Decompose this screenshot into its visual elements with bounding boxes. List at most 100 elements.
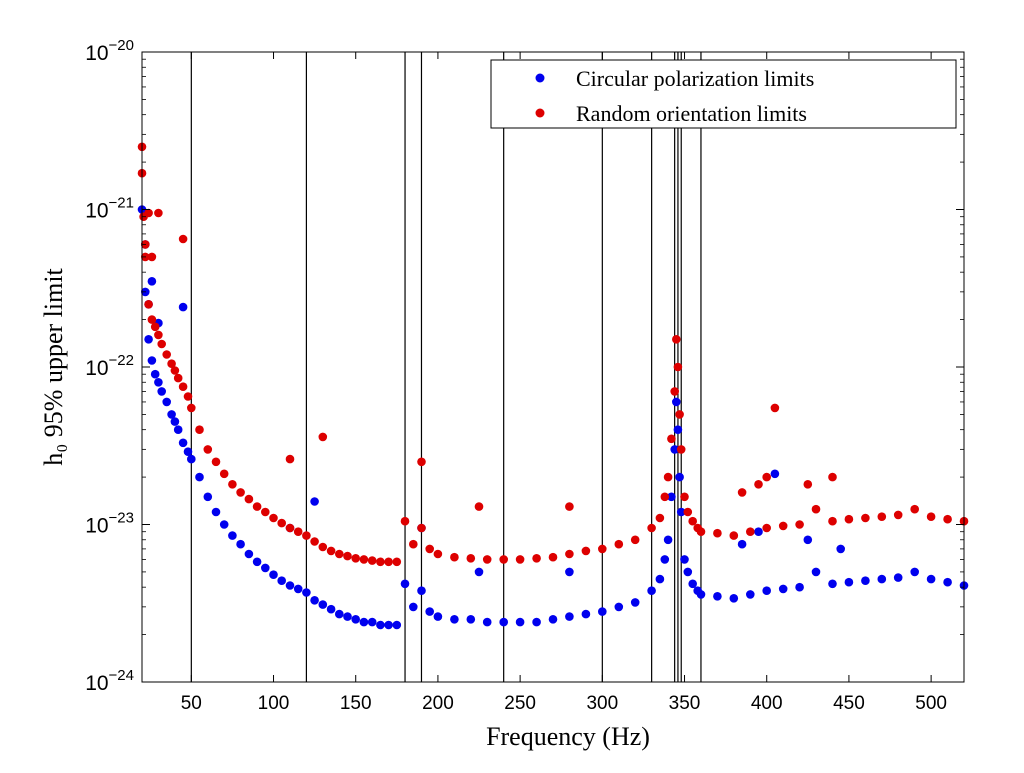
data-point [836, 544, 845, 554]
y-tick-label: 10−23 [85, 510, 134, 538]
data-point [144, 335, 153, 344]
data-point [737, 488, 747, 497]
data-point [236, 488, 245, 497]
y-axis-label: h₀ 95% upper limit [39, 267, 68, 465]
data-point [162, 350, 171, 359]
data-point [310, 596, 319, 605]
data-point [893, 573, 903, 582]
data-point [754, 480, 763, 489]
data-point [261, 507, 270, 517]
data-point [359, 617, 369, 627]
x-tick-label: 300 [586, 693, 618, 714]
data-point [269, 570, 278, 579]
data-point [729, 531, 739, 540]
data-point [147, 356, 157, 365]
data-point [285, 523, 295, 533]
data-point [244, 494, 254, 504]
data-point [187, 454, 196, 464]
data-point [910, 504, 919, 514]
data-point [795, 520, 804, 529]
data-point [219, 469, 229, 479]
data-point [147, 277, 157, 286]
data-point [474, 502, 484, 511]
data-point [803, 480, 813, 489]
data-point [647, 523, 656, 533]
data-point [203, 445, 213, 454]
data-point [285, 454, 295, 464]
data-point [178, 302, 188, 312]
data-point [861, 576, 870, 585]
data-point [926, 574, 936, 584]
data-point [326, 546, 336, 556]
x-tick-label: 150 [340, 693, 372, 714]
data-point [335, 609, 344, 619]
data-point [154, 208, 163, 218]
data-point [154, 330, 163, 340]
data-point [474, 567, 484, 577]
data-point [754, 527, 763, 536]
data-point [409, 602, 418, 612]
data-point [318, 542, 328, 552]
data-point [417, 523, 426, 533]
data-point [630, 535, 640, 545]
data-point [670, 387, 679, 396]
data-point [614, 539, 624, 549]
data-point [170, 366, 180, 375]
data-point [269, 513, 278, 523]
data-point [302, 531, 311, 540]
data-point [173, 373, 183, 383]
series-circular [137, 205, 969, 630]
data-point [515, 555, 525, 564]
data-point [183, 392, 193, 401]
x-tick-label: 50 [181, 693, 202, 714]
data-point [173, 425, 183, 435]
data-point [400, 579, 410, 589]
data-point [548, 615, 558, 624]
data-point [252, 502, 262, 511]
legend: Circular polarization limits Random orie… [490, 59, 957, 129]
data-point [746, 590, 755, 599]
data-point [660, 492, 670, 502]
data-point [667, 434, 676, 444]
data-point [676, 507, 686, 517]
data-point [409, 539, 418, 549]
data-point [673, 362, 683, 372]
data-point [778, 521, 788, 531]
data-point [565, 502, 574, 511]
x-tick-label: 100 [258, 693, 290, 714]
data-point [203, 492, 213, 502]
data-point [195, 472, 204, 482]
data-point [384, 620, 393, 630]
data-point [670, 445, 679, 454]
data-point [943, 514, 952, 524]
data-point [433, 612, 443, 621]
data-point [844, 577, 854, 587]
data-point [672, 397, 681, 407]
data-point [450, 615, 459, 624]
legend-marker-random [535, 108, 545, 118]
data-point [811, 567, 821, 577]
data-point [499, 555, 509, 564]
data-point [482, 555, 492, 564]
data-point [228, 480, 237, 489]
y-tick-label: 10−22 [85, 352, 134, 380]
data-point [335, 549, 344, 559]
data-point [675, 410, 684, 419]
data-point [384, 557, 393, 567]
data-point [167, 359, 176, 369]
legend-label-random: Random orientation limits [576, 101, 807, 126]
data-point [167, 410, 176, 419]
legend-entry-circular: Circular polarization limits [535, 66, 814, 91]
data-point [614, 602, 624, 612]
data-point [211, 507, 221, 517]
data-point [178, 438, 188, 448]
data-point [581, 546, 591, 556]
data-point [877, 574, 887, 584]
data-point [729, 594, 739, 603]
data-point [150, 369, 160, 379]
data-point [244, 549, 254, 559]
data-point [532, 617, 541, 627]
data-point [565, 549, 574, 559]
plot-frame [141, 51, 965, 683]
